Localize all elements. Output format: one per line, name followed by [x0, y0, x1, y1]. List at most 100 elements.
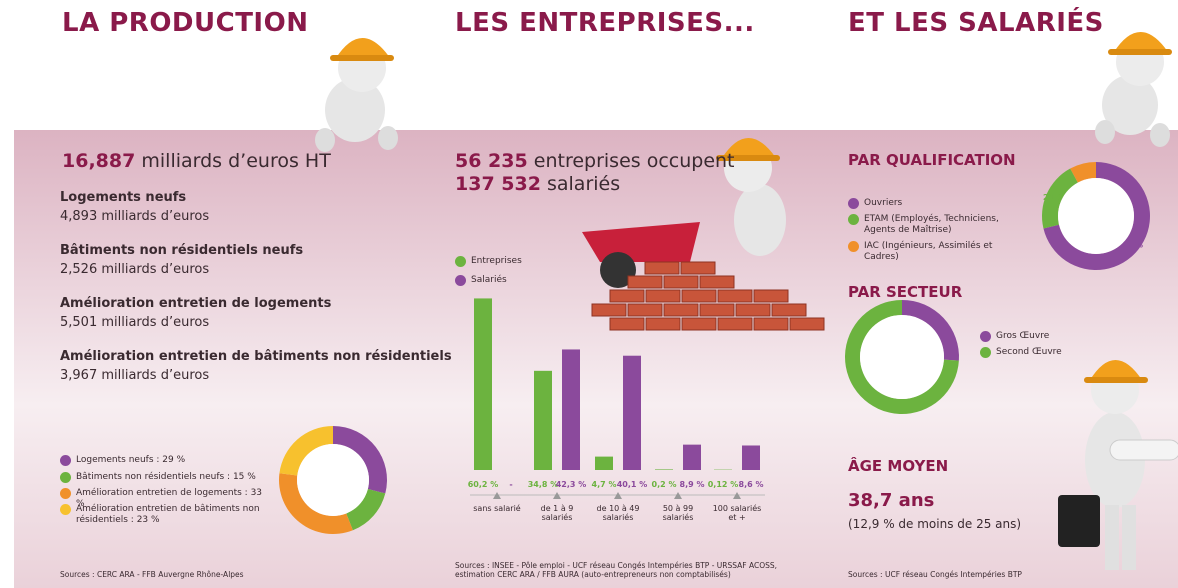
legend-label: Gros Œuvre: [996, 331, 1050, 341]
x-tick: [674, 492, 682, 499]
x-tick-label: de 10 à 49 salariés: [596, 504, 640, 522]
value-label: 0,12 %: [708, 480, 739, 489]
panel-title: LA PRODUCTION: [62, 8, 309, 38]
value-label: 42,3 %: [556, 480, 587, 489]
value-label: 21 %: [1043, 193, 1065, 202]
legend-label: Logements neufs : 29 %: [76, 455, 186, 465]
legend-label: IAC (Ingénieurs, Assimilés et Cadres): [864, 241, 993, 262]
value-label: 34,8 %: [528, 480, 559, 489]
x-tick: [493, 492, 501, 499]
legend-label: Salariés: [471, 275, 507, 285]
headline-text: entreprises occupent: [533, 150, 735, 172]
legend-swatch: [848, 214, 859, 225]
headline-line: 56 235 entreprises occupent: [455, 150, 735, 173]
legend-swatch: [848, 241, 859, 252]
x-tick: [614, 492, 622, 499]
age-value: 38,7 ans: [848, 490, 935, 511]
bar: [623, 355, 641, 470]
legend-swatch: [455, 256, 466, 267]
donut-hole: [860, 315, 944, 399]
item-value: 5,501 milliards d’euros: [60, 315, 210, 330]
headline-text: milliards d’euros HT: [141, 150, 331, 172]
bar: [683, 444, 701, 470]
legend-swatch: [60, 504, 71, 515]
value-label: 40,1 %: [617, 480, 648, 489]
donut-segment: [1043, 162, 1150, 270]
panel-title: LES ENTREPRISES...: [455, 8, 755, 38]
bar: [474, 298, 492, 470]
item-value: 4,893 milliards d’euros: [60, 209, 210, 224]
legend-swatch: [980, 347, 991, 358]
source: Sources : UCF réseau Congés Intempéries …: [848, 570, 1022, 579]
donut-segment: [346, 488, 386, 531]
headline-line: 137 532 salariés: [455, 173, 735, 196]
donut-segment: [902, 300, 960, 361]
donut-hole: [1058, 178, 1134, 254]
item-label: Logements neufs: [60, 190, 187, 205]
engineer-figure: [1058, 360, 1178, 570]
value-label: 8,6 %: [739, 480, 764, 489]
donut-segment: [279, 473, 353, 535]
headline-number: 56 235: [455, 150, 528, 172]
headline: 16,887 milliards d’euros HT: [62, 150, 331, 172]
item-value: 3,967 milliards d’euros: [60, 368, 210, 383]
donut-segment: [333, 426, 387, 494]
x-tick: [733, 492, 741, 499]
legend-label: ETAM (Employés, Techniciens, Agents de M…: [864, 214, 999, 235]
bar: [742, 445, 760, 470]
legend-label: Amélioration entretien de logements : 33…: [76, 488, 263, 509]
legend-label: Amélioration entretien de bâtiments non …: [76, 504, 260, 525]
value-label: 72 %: [1121, 241, 1143, 250]
panel-title: ET LES SALARIÉS: [848, 8, 1104, 38]
x-tick-label: 50 à 99 salariés: [662, 504, 694, 522]
donut-hole: [297, 444, 369, 516]
worker-figure: [315, 38, 398, 152]
age-note: (12,9 % de moins de 25 ans): [848, 517, 1022, 531]
x-tick-label: 100 salariés et +: [712, 504, 762, 522]
donut-segment: [1041, 168, 1078, 229]
value-label: 60,2 %: [468, 480, 499, 489]
item-value: 2,526 milliards d’euros: [60, 262, 210, 277]
x-tick-label: de 1 à 9 salariés: [540, 504, 574, 522]
builder-figure: [582, 138, 825, 331]
value-label: -: [509, 480, 512, 489]
item-label: Amélioration entretien de bâtiments non …: [60, 349, 452, 364]
item-label: Bâtiments non résidentiels neufs: [60, 243, 304, 258]
value-label: 8,9 %: [680, 480, 705, 489]
headline-number: 137 532: [455, 173, 541, 195]
headline: 56 235 entreprises occupent 137 532 sala…: [455, 150, 735, 196]
worker-figure: [1095, 32, 1172, 147]
item-label: Amélioration entretien de logements: [60, 296, 332, 311]
legend-label: Entreprises: [471, 256, 522, 266]
source: Sources : CERC ARA - FFB Auvergne Rhône-…: [60, 570, 244, 579]
value-label: 0,2 %: [652, 480, 677, 489]
section-title: PAR SECTEUR: [848, 283, 963, 301]
legend-label: Second Œuvre: [996, 347, 1062, 357]
headline-number: 16,887: [62, 150, 136, 172]
legend-swatch: [980, 331, 991, 342]
bar: [562, 349, 580, 470]
background: [14, 130, 1178, 588]
legend-swatch: [60, 488, 71, 499]
legend-label: Bâtiments non résidentiels neufs : 15 %: [76, 472, 256, 482]
legend-swatch: [455, 275, 466, 286]
bar: [655, 469, 673, 470]
legend-swatch: [60, 472, 71, 483]
section-title: PAR QUALIFICATION: [848, 151, 1016, 169]
source: Sources : INSEE - Pôle emploi - UCF rése…: [455, 561, 778, 579]
donut-segment: [1070, 162, 1096, 183]
section-title: ÂGE MOYEN: [848, 457, 949, 475]
legend-label: Ouvriers: [864, 198, 903, 208]
headline-text: salariés: [546, 173, 621, 195]
legend-swatch: [848, 198, 859, 209]
donut-segment: [279, 426, 333, 476]
legend-swatch: [60, 455, 71, 466]
x-tick: [553, 492, 561, 499]
value-label: 8 %: [1076, 167, 1092, 176]
bar: [534, 370, 552, 470]
x-tick-label: sans salarié: [473, 504, 521, 513]
bar: [595, 456, 613, 470]
value-label: 4,7 %: [592, 480, 617, 489]
